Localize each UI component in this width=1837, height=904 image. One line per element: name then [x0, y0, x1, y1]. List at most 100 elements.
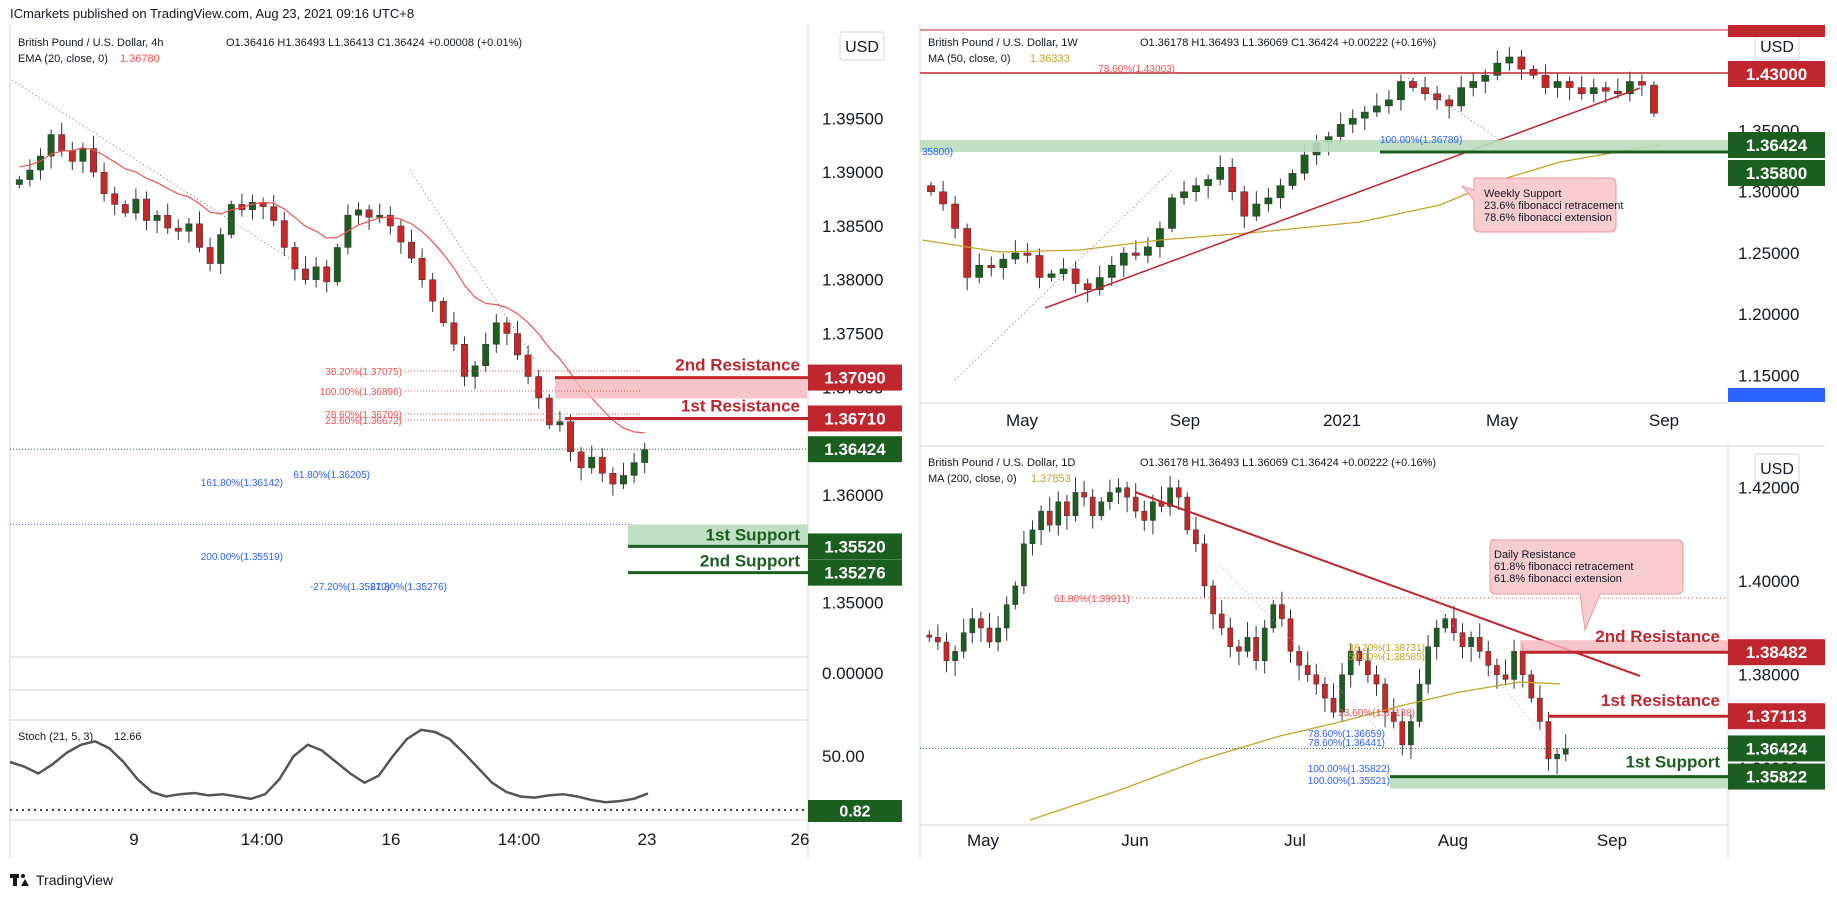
- d1-candle-6: [978, 611, 984, 643]
- d1-r2-badge: 1.38482: [1728, 639, 1825, 666]
- h4-body-15: [174, 227, 182, 232]
- h4-body-2: [37, 155, 44, 171]
- h4-r1-badge: 1.36710: [808, 405, 902, 432]
- d1-body-28: [1167, 487, 1173, 507]
- h4-s2-badge-bg: [808, 559, 902, 586]
- d1-candle-39: [1261, 619, 1268, 674]
- d1-ytick-2: 1.38000: [1738, 666, 1799, 685]
- w1-candle-60: [1650, 81, 1658, 118]
- w1-body-12: [1071, 268, 1080, 284]
- d1-indicator: MA (200, close, 0): [928, 473, 1017, 485]
- d1-candle-42: [1287, 609, 1294, 664]
- h4-xtick-3: 14:00: [498, 830, 541, 849]
- h4-body-11: [132, 198, 140, 214]
- d1-r2-badge-bg: [1728, 639, 1825, 666]
- h4-body-7: [90, 148, 97, 173]
- d1-body-56: [1408, 721, 1414, 746]
- w1-body-11: [1059, 268, 1068, 275]
- d1-candle-49: [1347, 643, 1354, 688]
- w1-body-23: [1204, 179, 1213, 186]
- h4-candle-51: [556, 411, 564, 432]
- h4-body-20: [227, 204, 235, 235]
- h4-candle-44: [482, 332, 490, 372]
- h4-s1-badge-text: 1.35520: [824, 537, 885, 556]
- w1-body-40: [1409, 81, 1417, 88]
- h4-candle-59: [641, 442, 649, 474]
- w1-candle-8: [1023, 243, 1032, 264]
- h4-stoch-badge: 0.82: [808, 800, 902, 822]
- d1-candle-43: [1296, 645, 1302, 681]
- w1-trendline: [1044, 87, 1641, 309]
- h4-candle-7: [90, 135, 97, 178]
- d1-body-67: [1502, 674, 1509, 680]
- d1-body-11: [1021, 543, 1027, 587]
- w1-xtick-4: Sep: [1649, 411, 1679, 430]
- h4-body-35: [386, 214, 394, 227]
- h4-candle-38: [418, 248, 426, 288]
- d1-body-15: [1055, 501, 1062, 526]
- d1-candle-66: [1494, 658, 1500, 689]
- w1-candle-59: [1638, 74, 1646, 96]
- h4-ytick-2: 1.38500: [822, 217, 883, 236]
- w1-candle-30: [1288, 169, 1297, 190]
- d1-fib-label-0: 61.80%(1.39911): [1054, 594, 1130, 605]
- w1-candle-47: [1493, 50, 1502, 81]
- h4-body-55: [598, 456, 606, 474]
- d1-support-zone: [1390, 776, 1728, 789]
- h4-body-53: [577, 451, 585, 469]
- d1-candle-19: [1089, 488, 1096, 529]
- d1-candle-71: [1537, 685, 1543, 730]
- h4-ytick-6: 1.36000: [822, 486, 883, 505]
- d1-candle-0: [926, 630, 933, 643]
- d1-candle-54: [1390, 698, 1397, 729]
- d1-body-42: [1287, 618, 1294, 652]
- d1-body-32: [1201, 543, 1208, 587]
- h4-candle-15: [174, 219, 182, 241]
- h4-candle-14: [164, 203, 172, 234]
- w1-fib-label-2: 35800): [922, 147, 953, 158]
- d1-body-58: [1425, 646, 1431, 685]
- d1-s1-badge-text: 1.35822: [1746, 768, 1807, 787]
- w1-last-badge: 1.36424: [1728, 132, 1825, 158]
- h4-candle-13: [153, 210, 161, 234]
- w1-candle-0: [927, 181, 935, 196]
- h4-ytick-0: 1.39500: [822, 109, 883, 128]
- d1-candle-58: [1425, 635, 1431, 694]
- w1-body-49: [1517, 56, 1526, 70]
- w1-body-53: [1565, 81, 1574, 88]
- d1-body-24: [1132, 496, 1139, 512]
- w1-candle-58: [1626, 71, 1634, 102]
- h4-fib-diag-1: [11, 79, 301, 266]
- w1-candle-28: [1264, 188, 1273, 212]
- d1-candle-64: [1476, 623, 1483, 659]
- d1-s1-badge: 1.35822: [1728, 763, 1825, 790]
- w1-candle-6: [999, 253, 1008, 280]
- d1-body-66: [1494, 665, 1500, 675]
- d1-candle-59: [1433, 619, 1440, 660]
- d1-fib-diag-1: [1219, 564, 1389, 741]
- h4-r2-label: 2nd Resistance: [675, 356, 800, 375]
- h4-s1-label: 1st Support: [706, 525, 801, 544]
- tradingview-logo-icon: [10, 874, 30, 886]
- w1-candle-27: [1252, 191, 1261, 222]
- h4-body-13: [153, 214, 161, 221]
- w1-last-badge-bg: [1728, 132, 1825, 158]
- h4-body-46: [503, 322, 511, 334]
- d1-candle-33: [1210, 580, 1216, 630]
- h4-r2-badge-text: 1.37090: [824, 369, 885, 388]
- d1-body-1: [935, 637, 941, 643]
- w1-clipped-badge: [1728, 25, 1825, 37]
- h4-stoch-line: [9, 728, 649, 804]
- h4-body-52: [567, 421, 574, 453]
- h4-currency-box: [839, 31, 885, 61]
- h4-candle-12: [143, 191, 150, 231]
- d1-xtick-1: Jun: [1121, 831, 1148, 850]
- d1-xtick-3: Aug: [1438, 831, 1468, 850]
- h4-body-44: [482, 343, 490, 367]
- d1-candle-30: [1184, 492, 1191, 535]
- h4-xtick-2: 16: [382, 830, 401, 849]
- w1-body-4: [975, 264, 984, 278]
- w1-candle-52: [1553, 73, 1562, 98]
- d1-body-7: [986, 627, 993, 643]
